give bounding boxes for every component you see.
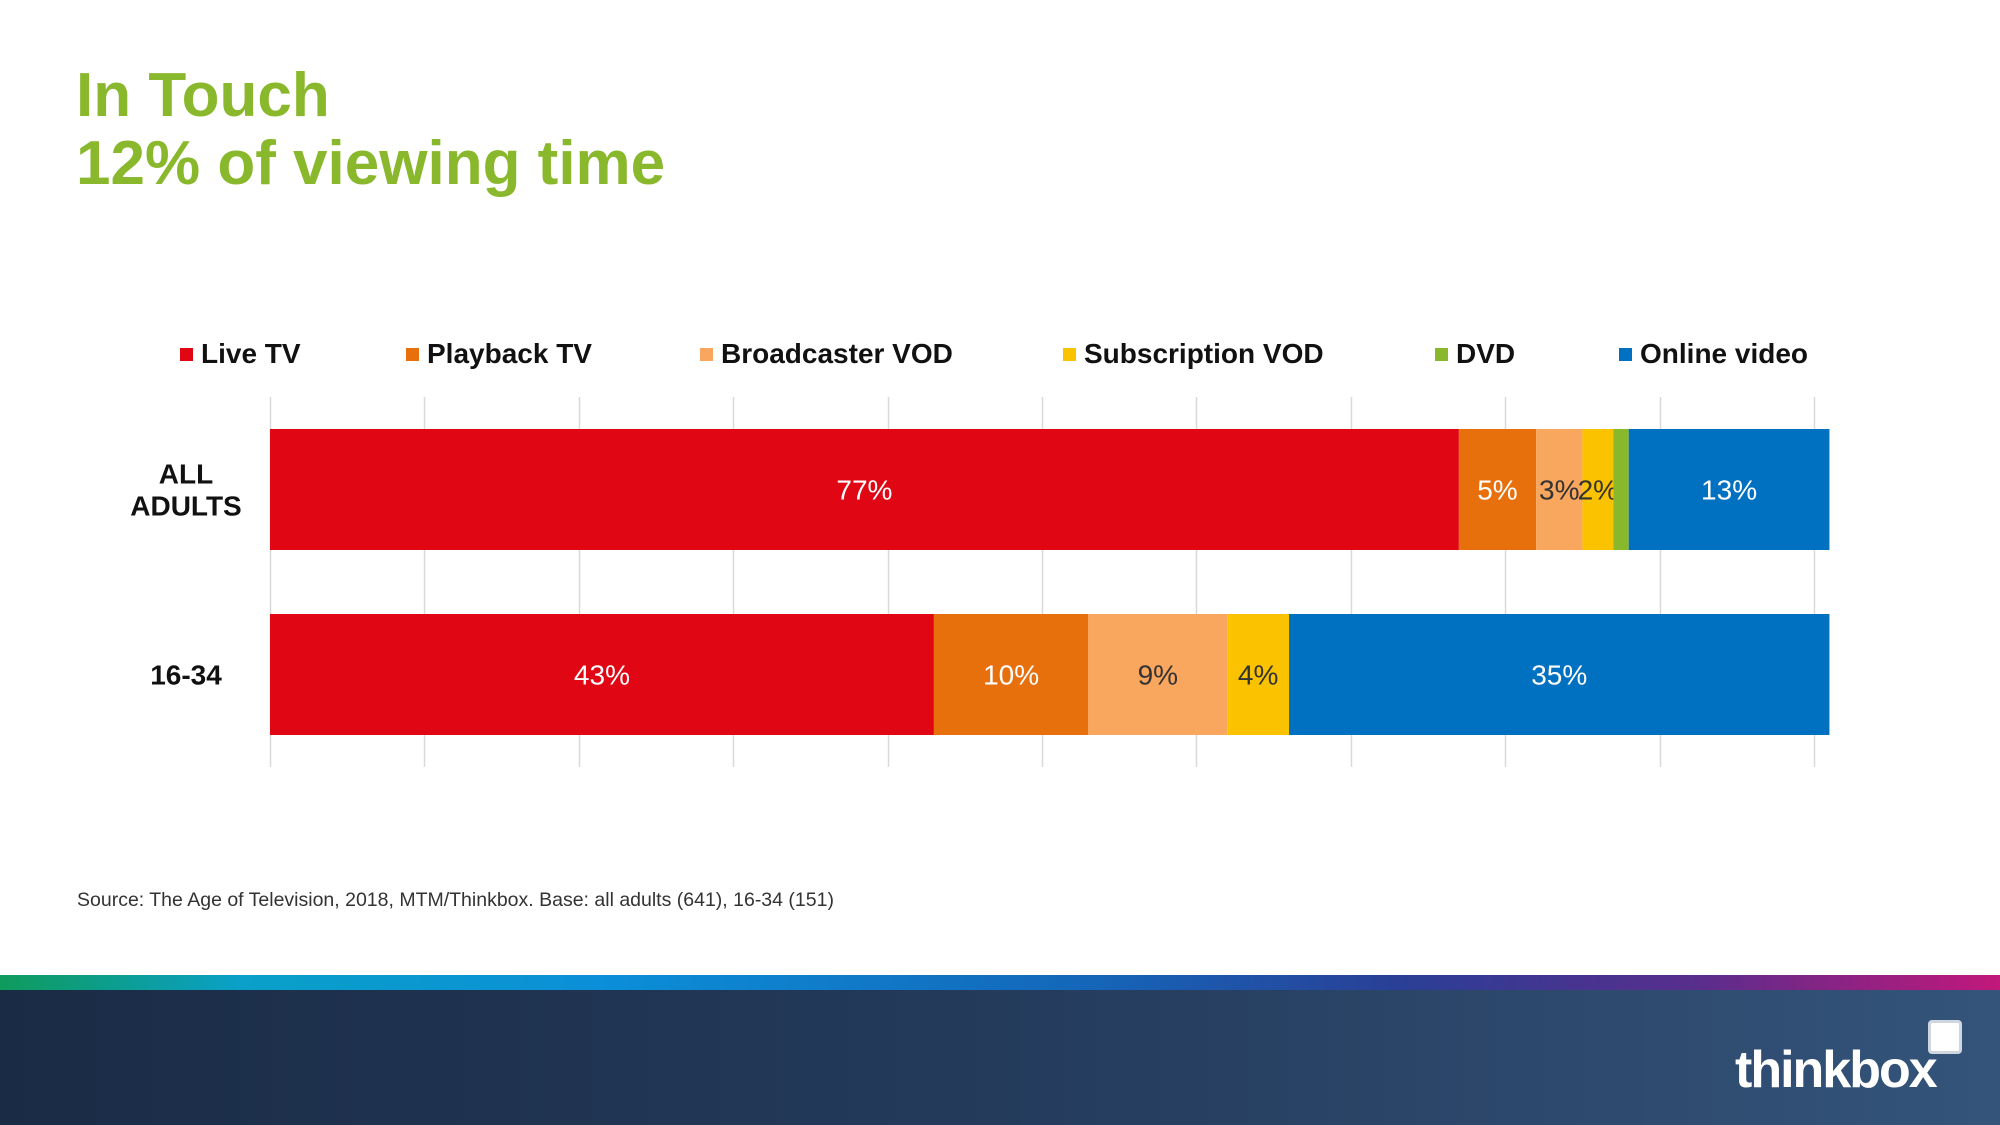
legend-item-live-tv: Live TV [180, 338, 301, 370]
title-line-2: 12% of viewing time [76, 129, 666, 198]
logo-square-icon [1928, 1020, 1962, 1054]
title-line-1: In Touch [76, 61, 330, 130]
bar-online-video-0 [1628, 429, 1830, 550]
footer-bar [0, 990, 2000, 1125]
legend-label: Online video [1640, 338, 1809, 369]
bar-playback-tv-1 [933, 614, 1089, 735]
legend-label: Subscription VOD [1084, 338, 1324, 369]
data-label: 43% [574, 660, 630, 691]
data-label: 5% [1477, 475, 1517, 506]
data-label: 35% [1531, 660, 1587, 691]
bar-broadcaster-vod-0 [1536, 429, 1583, 550]
thinkbox-logo: thinkbox [1735, 1041, 1938, 1099]
data-label: 2% [1578, 475, 1618, 506]
legend-label: DVD [1456, 338, 1516, 369]
legend-swatch [700, 347, 713, 361]
bar-subscription-vod-1 [1227, 614, 1290, 735]
legend-item-playback-tv: Playback TV [406, 338, 592, 370]
bar-playback-tv-0 [1458, 429, 1537, 550]
category-label: ALL [159, 459, 213, 490]
chart-legend: Live TV Playback TV Broadcaster VOD Subscri… [0, 338, 2000, 372]
bar-subscription-vod-0 [1582, 429, 1614, 550]
data-label: 13% [1701, 475, 1757, 506]
bar-live-tv-1 [270, 614, 934, 735]
data-label: 77% [836, 475, 892, 506]
legend-swatch [1435, 347, 1448, 361]
legend-swatch [180, 347, 193, 361]
legend-label: Playback TV [427, 338, 592, 369]
legend-item-dvd: DVD [1435, 338, 1515, 370]
legend-swatch [1063, 347, 1076, 361]
bar-broadcaster-vod-1 [1088, 614, 1228, 735]
data-label: 4% [1238, 660, 1278, 691]
bar-live-tv-0 [270, 429, 1459, 550]
legend-item-broadcaster-vod: Broadcaster VOD [700, 338, 953, 370]
source-note: Source: The Age of Television, 2018, MTM… [77, 889, 834, 911]
category-label: 16-34 [150, 660, 222, 691]
legend-item-online-video: Online video [1619, 338, 1808, 370]
gradient-divider [0, 975, 2000, 990]
bar-online-video-1 [1289, 614, 1830, 735]
legend-swatch [1619, 347, 1632, 361]
legend-item-subscription-vod: Subscription VOD [1063, 338, 1324, 370]
category-label: ADULTS [130, 491, 241, 522]
legend-swatch [406, 347, 419, 361]
data-label: 3% [1539, 475, 1579, 506]
legend-label: Broadcaster VOD [721, 338, 953, 369]
data-label: 10% [983, 660, 1039, 691]
bar-dvd-0 [1613, 429, 1629, 550]
page-title: In Touch 12% of viewing time [76, 62, 665, 198]
data-label: 9% [1138, 660, 1178, 691]
legend-label: Live TV [201, 338, 301, 369]
